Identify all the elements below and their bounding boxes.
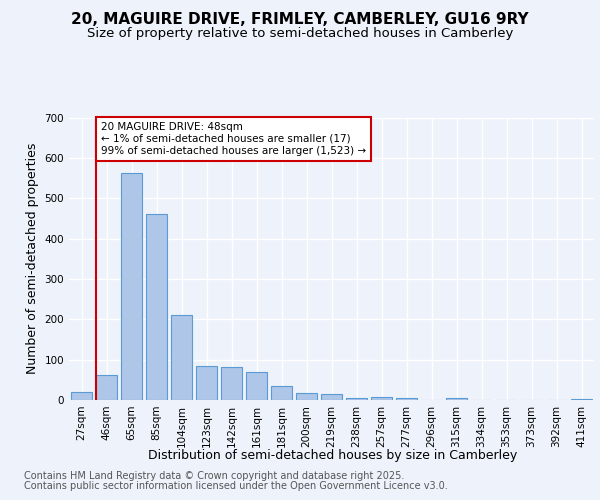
Text: Contains HM Land Registry data © Crown copyright and database right 2025.: Contains HM Land Registry data © Crown c… (24, 471, 404, 481)
Y-axis label: Number of semi-detached properties: Number of semi-detached properties (26, 143, 39, 374)
Bar (121, 173, 142, 400)
Text: Distribution of semi-detached houses by size in Camberley: Distribution of semi-detached houses by … (148, 448, 518, 462)
Text: 20, MAGUIRE DRIVE, FRIMLEY, CAMBERLEY, GU16 9RY: 20, MAGUIRE DRIVE, FRIMLEY, CAMBERLEY, G… (71, 12, 529, 28)
Text: Contains public sector information licensed under the Open Government Licence v3: Contains public sector information licen… (24, 481, 448, 491)
Bar (346, 398, 367, 400)
Bar (271, 386, 292, 400)
Bar (446, 398, 467, 400)
Bar (296, 392, 317, 400)
Bar (396, 398, 417, 400)
Bar (321, 394, 342, 400)
Bar (221, 366, 242, 400)
Text: Size of property relative to semi-detached houses in Camberley: Size of property relative to semi-detach… (87, 28, 513, 40)
Text: 20 MAGUIRE DRIVE: 48sqm
← 1% of semi-detached houses are smaller (17)
99% of sem: 20 MAGUIRE DRIVE: 48sqm ← 1% of semi-det… (101, 122, 366, 156)
Bar (171, 316, 192, 400)
Bar (196, 366, 217, 400)
Bar (571, 399, 592, 400)
Bar (96, 375, 117, 400)
Bar (146, 214, 167, 400)
Bar (371, 397, 392, 400)
Bar (246, 372, 267, 400)
Bar (71, 392, 92, 400)
